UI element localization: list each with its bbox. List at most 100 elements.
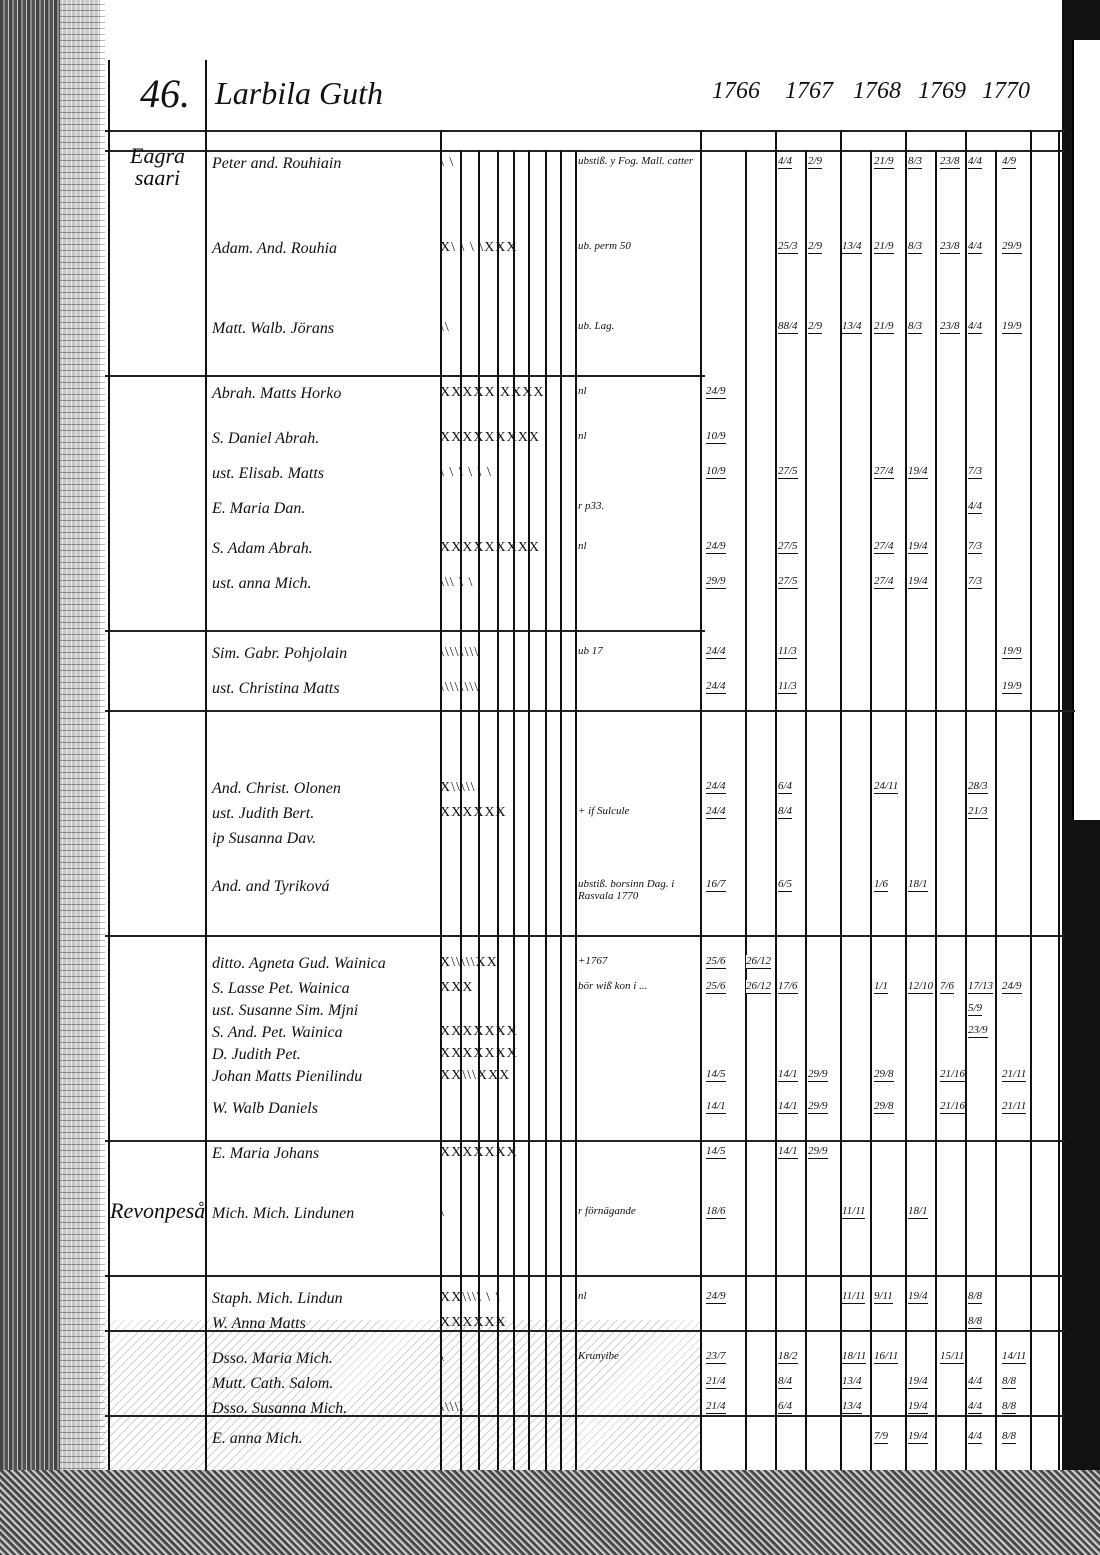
year-record: 15/11 — [940, 1350, 965, 1364]
page-number: 46. — [140, 71, 190, 116]
vertical-rule — [995, 150, 997, 1470]
year-record: 21/16 — [940, 1068, 966, 1082]
vertical-rule — [560, 150, 562, 1470]
year-record: 10/9 — [706, 465, 726, 479]
vertical-rule — [1030, 130, 1032, 1470]
year-record: 25/3 — [778, 240, 798, 254]
year-record: 14/5 — [706, 1145, 726, 1159]
vertical-rule — [1058, 130, 1060, 1470]
vertical-rule — [935, 150, 937, 1470]
vertical-rule — [745, 150, 747, 1470]
year-record: 8/8 — [1002, 1400, 1017, 1414]
year-record: 8/8 — [968, 1290, 983, 1304]
year-record: 29/9 — [1002, 240, 1022, 254]
attendance-marks: \\\\\\\\ — [440, 680, 480, 695]
year-record: 29/8 — [874, 1068, 894, 1082]
person-name: Dsso. Susanna Mich. — [212, 1400, 348, 1417]
year-record: 27/5 — [778, 540, 798, 554]
attendance-marks: X\\\\\XX — [440, 955, 498, 970]
horizontal-rule — [105, 710, 1075, 712]
year-record: 21/9 — [874, 240, 894, 254]
person-name: W. Walb Daniels — [212, 1100, 318, 1117]
year-record: 29/9 — [808, 1068, 828, 1082]
year-record: 21/3 — [968, 805, 988, 819]
year-record: 7/3 — [968, 575, 983, 589]
year-record: 24/11 — [874, 780, 899, 794]
year-record: 8/8 — [968, 1315, 983, 1329]
year-record: 11/3 — [778, 645, 797, 659]
vertical-rule — [460, 150, 462, 1470]
year-record: 13/4 — [842, 1400, 862, 1414]
year-record: 1/6 — [874, 878, 889, 892]
estate-title: Larbila Guth — [215, 75, 384, 111]
remark: r förnägande — [578, 1205, 636, 1217]
year-record: 24/9 — [706, 385, 726, 399]
year-record: 2/9 — [808, 240, 823, 254]
remark: ubstiß. borsinn Dag. i Rasvala 1770 — [578, 878, 675, 902]
attendance-marks: XXXXXXX — [440, 1024, 518, 1039]
attendance-marks: XXXXXX — [440, 1315, 507, 1330]
year-record: 4/4 — [968, 1430, 983, 1444]
remark: + if Sulcule — [578, 805, 630, 817]
year-record: 4/4 — [968, 500, 983, 514]
remark: ub. Lag. — [578, 320, 615, 332]
person-name: ust. Judith Bert. — [212, 805, 315, 822]
attendance-marks: \\ — [440, 320, 450, 335]
year-record: 8/3 — [908, 155, 923, 169]
person-name: Sim. Gabr. Pohjolain — [212, 645, 348, 662]
person-name: S. Adam Abrah. — [212, 540, 313, 557]
attendance-marks: X\ \ \ \XXX — [440, 240, 518, 255]
remark: ub. perm 50 — [578, 240, 631, 252]
scan-bottom-edge — [0, 1470, 1100, 1555]
remark: Krunyibe — [578, 1350, 619, 1362]
year-record: 24/4 — [706, 680, 726, 694]
year-record: 19/4 — [908, 465, 928, 479]
remark: nl — [578, 1290, 587, 1302]
year-record: 21/4 — [706, 1375, 726, 1389]
person-name: Peter and. Rouhiain — [212, 155, 342, 172]
year-record: 24/9 — [706, 540, 726, 554]
person-name: Mutt. Cath. Salom. — [212, 1375, 334, 1392]
person-name: S. Daniel Abrah. — [212, 430, 320, 447]
year-record: 21/9 — [874, 155, 894, 169]
attendance-marks: XXXXXXXXX — [440, 540, 540, 555]
year-record: 7/9 — [874, 1430, 889, 1444]
year-record: 4/4 — [968, 240, 983, 254]
person-name: Dsso. Maria Mich. — [212, 1350, 333, 1367]
year-record: 19/9 — [1002, 680, 1022, 694]
remark: r p33. — [578, 500, 605, 512]
person-name: Johan Matts Pienilindu — [212, 1068, 363, 1085]
person-name: E. Maria Dan. — [212, 500, 306, 517]
remark: nl — [578, 385, 587, 397]
remark: bör wiß kon i ... — [578, 980, 648, 992]
year-record: 25/6 — [706, 980, 726, 994]
horizontal-rule — [105, 150, 1065, 152]
year-record: 8/4 — [778, 1375, 793, 1389]
attendance-marks: \ \ \ \ \ \ — [440, 465, 492, 480]
year-1767: 1767 — [785, 78, 833, 104]
vertical-rule — [205, 60, 207, 1470]
remark: nl — [578, 540, 587, 552]
person-name: Mich. Mich. Lindunen — [212, 1205, 355, 1222]
year-record: 19/4 — [908, 1430, 928, 1444]
person-name: W. Anna Matts — [212, 1315, 306, 1332]
year-record: 6/4 — [778, 1400, 793, 1414]
attendance-marks: \ \ — [440, 155, 455, 170]
year-record: 19/4 — [908, 1400, 928, 1414]
attendance-marks: \ — [440, 1205, 445, 1220]
year-record: 6/5 — [778, 878, 793, 892]
vertical-rule — [905, 130, 907, 1470]
year-record: 24/4 — [706, 805, 726, 819]
person-name: ust. anna Mich. — [212, 575, 312, 592]
year-record: 14/1 — [778, 1068, 798, 1082]
year-record: 10/9 — [706, 430, 726, 444]
year-record: 4/4 — [968, 1375, 983, 1389]
horizontal-rule — [105, 1275, 1065, 1277]
remark: +1767 — [578, 955, 608, 967]
attendance-marks: XXX — [440, 980, 474, 995]
remark: nl — [578, 430, 587, 442]
year-record: 19/4 — [908, 1375, 928, 1389]
vertical-rule — [528, 150, 530, 1470]
year-record: 24/4 — [706, 645, 726, 659]
year-record: 8/3 — [908, 240, 923, 254]
